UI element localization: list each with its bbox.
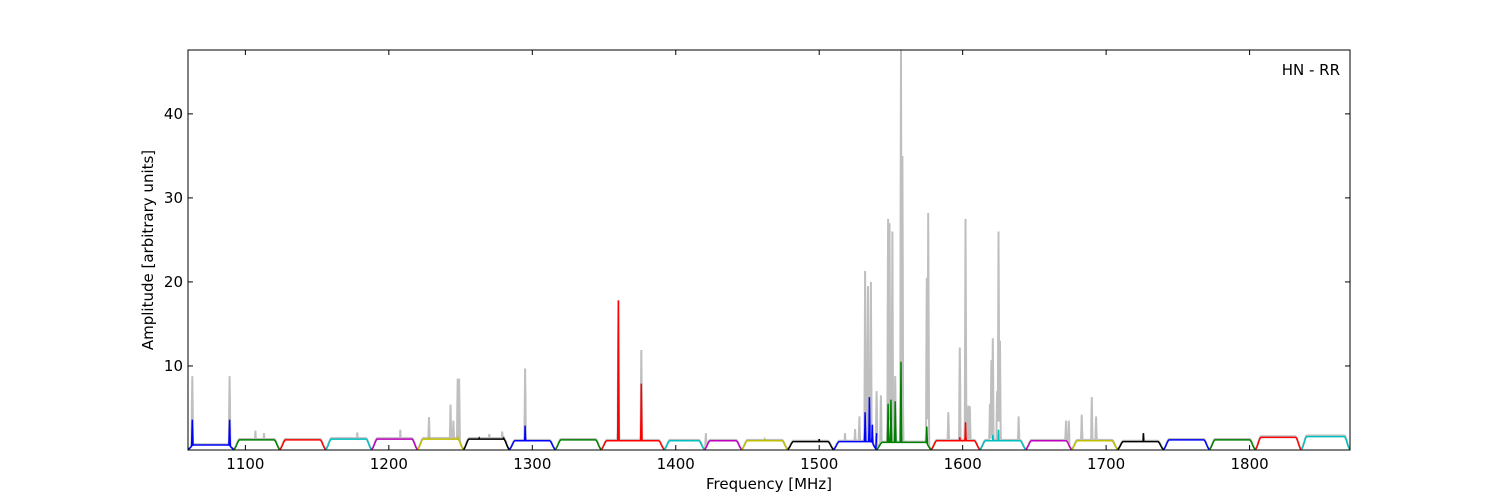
x-tick-label: 1200: [370, 455, 408, 473]
segment-trace-24: [1300, 435, 1351, 450]
segment-trace-5: [417, 436, 464, 450]
background-trace: [187, 49, 1351, 452]
x-tick-label: 1600: [944, 455, 982, 473]
x-tick-label: 1800: [1230, 455, 1268, 473]
annotation: HN - RR: [1282, 61, 1340, 79]
y-tick-label: 20: [164, 273, 183, 291]
x-tick-label: 1300: [513, 455, 551, 473]
segment-trace-20: [1117, 433, 1164, 450]
segment-trace-9: [600, 300, 665, 450]
y-tick-label: 30: [164, 189, 183, 207]
segment-trace-6: [463, 436, 510, 450]
segment-trace-17: [979, 429, 1026, 450]
segment-trace-15: [876, 361, 932, 450]
segment-trace-4: [371, 438, 418, 450]
y-tick-label: 10: [164, 357, 183, 375]
x-axis-label: Frequency [MHz]: [706, 475, 832, 493]
x-tick-label: 1500: [800, 455, 838, 473]
segment-trace-2: [279, 439, 326, 450]
segment-trace-12: [741, 438, 788, 450]
y-tick-label: 40: [164, 105, 183, 123]
segment-trace-21: [1163, 439, 1210, 450]
segment-trace-7: [509, 425, 556, 450]
segment-trace-18: [1025, 440, 1072, 450]
x-tick-label: 1400: [657, 455, 695, 473]
segment-trace-10: [664, 440, 705, 450]
segment-trace-19: [1071, 440, 1118, 450]
segment-trace-3: [325, 438, 373, 450]
segment-trace-16: [930, 422, 981, 450]
segment-trace-0: [187, 419, 235, 450]
segment-trace-11: [704, 440, 742, 450]
x-tick-label: 1700: [1087, 455, 1125, 473]
plot-frame: [187, 49, 1351, 451]
segment-trace-1: [233, 439, 281, 450]
segment-trace-13: [787, 438, 834, 450]
segment-trace-22: [1209, 439, 1256, 450]
y-axis-label: Amplitude [arbitrary units]: [139, 150, 157, 350]
segment-trace-8: [555, 439, 602, 450]
x-tick-label: 1100: [226, 455, 264, 473]
segment-trace-23: [1254, 436, 1302, 450]
segment-trace-14: [833, 397, 878, 451]
